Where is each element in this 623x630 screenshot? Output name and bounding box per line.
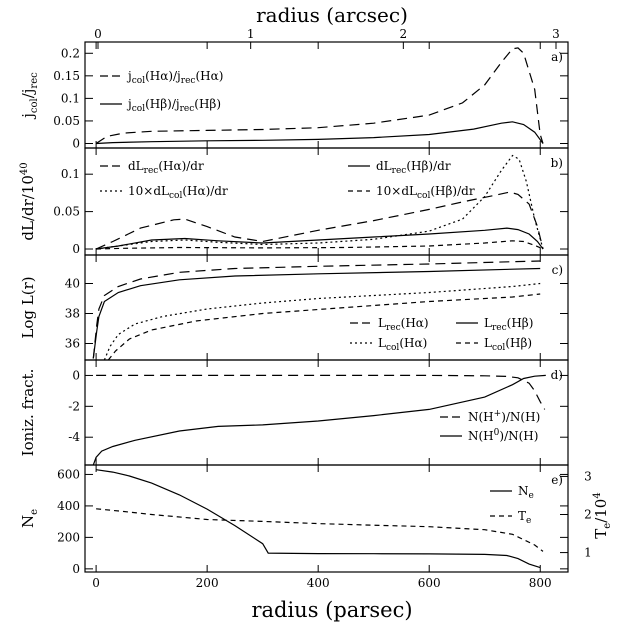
series-line	[92, 374, 546, 465]
y-tick-label: 0.2	[61, 46, 80, 60]
series-line	[96, 469, 541, 569]
y2-tick-label: 1	[584, 546, 592, 560]
y-tick-label: -4	[68, 430, 80, 444]
y-tick-label: 0.05	[53, 205, 80, 219]
panel-tag: c)	[552, 263, 563, 277]
y-tick-label: 400	[57, 499, 80, 513]
y-tick-label: 0	[72, 562, 80, 576]
top-axis-tick-label: 0	[94, 27, 102, 41]
top-axis-tick-label: 3	[552, 27, 560, 41]
series-line	[95, 191, 544, 250]
series-line	[103, 282, 541, 360]
series-line	[92, 260, 541, 359]
panels: 0 1 2 3 0 0.05 0.1 0.15 0.2 jcol/jrec a) jcol(Hα)/j…	[19, 27, 613, 590]
y-tick-label: 200	[57, 530, 80, 544]
legend-label: Lrec(Hα)	[378, 316, 429, 333]
series-line	[96, 508, 544, 552]
x-tick-label: 200	[196, 576, 219, 590]
y-tick-label: 600	[57, 467, 80, 481]
legend-label: jcol(Hα)/jrec(Hα)	[126, 69, 223, 86]
series-line	[96, 121, 544, 145]
legend-label: dLrec(Hα)/dr	[128, 159, 204, 176]
x-tick-label: 800	[529, 576, 552, 590]
y-axis-label: jcol/jrec	[19, 72, 40, 120]
panel-tag: e)	[551, 473, 563, 487]
y-tick-label: -2	[68, 399, 80, 413]
y2-tick-label: 2	[584, 508, 592, 522]
top-axis-tick-label: 1	[247, 27, 255, 41]
panel-frame	[84, 41, 569, 149]
panel-tag: a)	[551, 50, 563, 64]
y-tick-label: 0	[72, 368, 80, 382]
legend-label: jcol(Hβ)/jrec(Hβ)	[126, 97, 221, 114]
panel-tag: d)	[551, 368, 563, 382]
x-tick-label: 600	[418, 576, 441, 590]
y-tick-label: 0.1	[61, 167, 80, 181]
legend-label: N(H+)/N(H)	[468, 409, 540, 424]
legend-label: Lcol(Hβ)	[484, 336, 532, 353]
series-line	[96, 227, 544, 250]
y-axis-label: Ne	[19, 509, 40, 528]
y-axis-label: dL/dr/1040	[19, 162, 37, 240]
y-tick-label: 38	[65, 307, 80, 321]
y-tick-label: 36	[65, 337, 80, 351]
x-tick-label: 400	[307, 576, 330, 590]
y-tick-label: 0.05	[53, 114, 80, 128]
y-tick-label: 0	[72, 242, 80, 256]
legend-label: 10×dLcol(Hβ)/dr	[376, 184, 475, 201]
y2-axis-label: Te/104	[592, 492, 613, 538]
y-tick-label: 0.15	[53, 69, 80, 83]
legend-label: Te	[518, 509, 531, 526]
top-axis-title: radius (arcsec)	[256, 3, 408, 27]
y2-tick-label: 3	[584, 469, 592, 483]
series-line	[107, 293, 541, 360]
y-tick-label: 40	[65, 277, 80, 291]
series-line	[92, 267, 541, 359]
top-axis-tick-label: 2	[400, 27, 408, 41]
series-line	[96, 374, 546, 410]
legend-label: Lcol(Hα)	[378, 336, 427, 353]
panel-tag: b)	[551, 156, 563, 170]
legend-label: dLrec(Hβ)/dr	[376, 159, 451, 176]
series-line	[95, 47, 544, 145]
panel-a: 0 0.05 0.1 0.15 0.2 jcol/jrec a) jcol(Hα)/jrec(…	[19, 41, 569, 150]
y-tick-label: 0.1	[61, 91, 80, 105]
y-tick-label: 0	[72, 136, 80, 150]
legend-label: 10×dLcol(Hα)/dr	[128, 184, 228, 201]
legend-label: Lrec(Hβ)	[484, 316, 533, 333]
panel-c: 36 38 40 Log L(r) c) Lrec(Hα) Lrec(Hβ) Lcol(Hα)…	[19, 254, 569, 361]
legend-label: Ne	[518, 484, 534, 501]
panel-e: 0 200 400 600 800 0 200 400 600 1 2 3Te/104 Ne e) Ne Te	[19, 464, 613, 590]
legend-label: N(H0)/N(H)	[468, 428, 538, 443]
panel-frame	[84, 464, 569, 573]
y-axis-label: Ioniz. fract.	[19, 369, 37, 457]
panel-d: -4 -2 0 Ioniz. fract. d) N(H+)/N(H) N(H0)/N(H)	[19, 359, 569, 466]
y-axis-label: Log L(r)	[19, 276, 37, 338]
series-line	[96, 240, 544, 250]
series-line	[96, 154, 544, 250]
bottom-axis-title: radius (parsec)	[251, 598, 412, 622]
panel-b: 0 0.05 0.1 dL/dr/1040 b) dLrec(Hα)/dr dLrec(Hβ…	[19, 147, 569, 256]
x-tick-label: 0	[92, 576, 100, 590]
